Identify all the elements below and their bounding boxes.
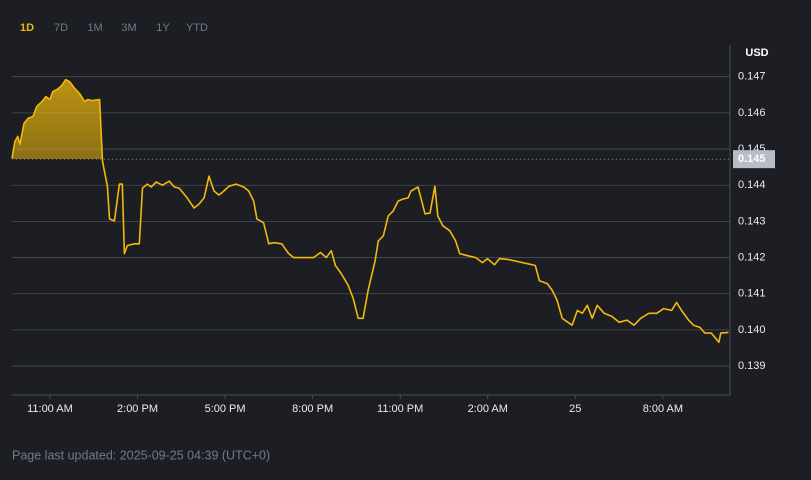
reference-badge (733, 150, 775, 169)
x-tick-label: 2:00 AM (468, 403, 508, 415)
x-tick-label: 11:00 PM (377, 403, 423, 415)
y-tick-label: 0.146 (738, 107, 766, 119)
y-tick-label: 0.142 (738, 251, 766, 263)
range-tab[interactable]: YTD (186, 22, 208, 34)
area (12, 79, 729, 160)
range-tab[interactable]: 1Y (156, 22, 170, 34)
y-tick-label: 0.140 (738, 324, 766, 336)
x-tick-label: 5:00 PM (205, 403, 246, 415)
y-tick-label: 0.141 (738, 288, 766, 300)
x-tick-label: 11:00 AM (27, 403, 73, 415)
y-unit: USD (745, 47, 768, 59)
y-tick-label: 0.144 (738, 179, 766, 191)
range-tab[interactable]: 1D (20, 22, 34, 34)
reference-label: 0.145 (738, 153, 766, 165)
y-tick-label: 0.143 (738, 215, 766, 227)
x-tick-label: 8:00 PM (292, 403, 333, 415)
y-tick-label: 0.147 (738, 71, 766, 83)
footer: Page last updated: 2025-09-25 04:39 (UTC… (12, 448, 270, 462)
x-tick-label: 25 (569, 403, 581, 415)
x-tick-label: 8:00 AM (643, 403, 683, 415)
price-line (11, 78, 729, 343)
range-tab[interactable]: 1M (87, 22, 102, 34)
y-tick-label: 0.139 (738, 360, 766, 372)
range-tab[interactable]: 3M (121, 22, 136, 34)
x-tick-label: 2:00 PM (117, 403, 158, 415)
range-tab[interactable]: 7D (54, 22, 68, 34)
